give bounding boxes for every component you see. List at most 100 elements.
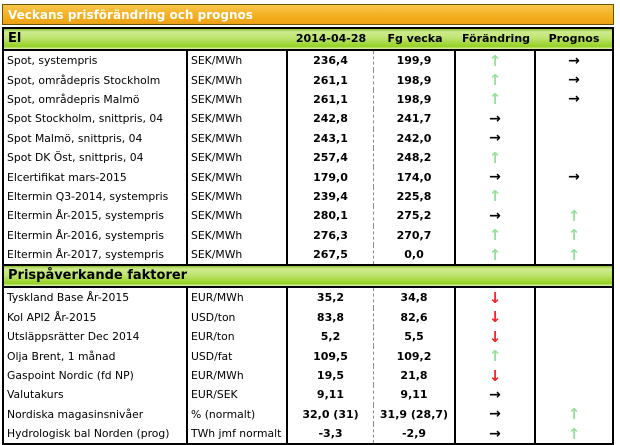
table-row: Spot, systempris SEK/MWh 236,4 199,9 ↑ → — [4, 51, 612, 71]
change-down-arrow-icon: ↓ — [456, 365, 536, 386]
row-current-value: 261,1 — [288, 70, 374, 90]
table-row: Nordiska magasinsnivåer% (normalt) 32,0 (… — [4, 404, 612, 425]
row-label: Kol API2 År-2015 — [4, 307, 188, 328]
change-up-arrow-icon: ↑ — [456, 244, 536, 265]
row-label: Spot, systempris — [4, 51, 188, 71]
row-prev-value: 5,5 — [374, 327, 456, 347]
row-unit: EUR/MWh — [188, 365, 288, 386]
row-unit: SEK/MWh — [188, 167, 288, 187]
forecast-right-arrow-icon: → — [568, 169, 580, 186]
change-up-arrow-icon: ↑ — [456, 70, 536, 90]
section-header: Prispåverkande faktorer — [4, 264, 612, 289]
row-prev-value: 174,0 — [374, 167, 456, 187]
table-row: Gaspoint Nordic (fd NP) EUR/MWh 19,5 21,8 ↓ — [4, 365, 612, 386]
report-title: Veckans prisförändring och prognos — [2, 4, 614, 25]
column-header-forecast: Prognos — [548, 32, 600, 45]
row-label: Spot DK Öst, snittpris, 04 — [4, 147, 188, 168]
column-header-change: Förändring — [461, 32, 531, 45]
table-row: Spot, områdepris Stockholm SEK/MWh 261,1 19… — [4, 70, 612, 90]
row-current-value: 280,1 — [288, 206, 374, 226]
row-label: Eltermin År-2016, systempris — [4, 225, 188, 245]
row-label: Spot, områdepris Malmö — [4, 89, 188, 110]
row-current-value: 242,8 — [288, 109, 374, 129]
table-row: Spot, områdepris Malmö SEK/MWh 261,1 198,9 ↑… — [4, 89, 612, 110]
row-label: Olja Brent, 1 månad — [4, 346, 188, 366]
row-label: Spot Stockholm, snittpris, 04 — [4, 109, 188, 129]
table-row: Tyskland Base År-2015 EUR/MWh 35,2 34,8 ↓ — [4, 288, 612, 308]
row-current-value: 239,4 — [288, 186, 374, 207]
forecast-none-arrow-icon — [536, 129, 612, 148]
section-rows: Tyskland Base År-2015 EUR/MWh 35,2 34,8 ↓ Kol… — [4, 288, 612, 444]
forecast-right-arrow-icon: → — [568, 72, 580, 89]
row-unit: SEK/MWh — [188, 147, 288, 168]
row-unit: EUR/SEK — [188, 385, 288, 405]
row-current-value: 243,1 — [288, 128, 374, 148]
table-row: Kol API2 År-2015 USD/ton 83,8 82,6 ↓ — [4, 307, 612, 328]
row-prev-value: 198,9 — [374, 89, 456, 110]
row-prev-value: 241,7 — [374, 109, 456, 129]
section-title: Prispåverkande faktorer — [8, 268, 188, 284]
row-unit: SEK/MWh — [188, 206, 288, 226]
row-current-value: -3,3 — [288, 424, 374, 444]
row-label: Eltermin År-2017, systempris — [4, 244, 188, 265]
forecast-right-arrow-icon: → — [568, 52, 580, 69]
table-row: Spot Malmö, snittpris, 04 SEK/MWh 243,1 242… — [4, 128, 612, 148]
table-row: Spot DK Öst, snittpris, 04 SEK/MWh 257,4 24… — [4, 147, 612, 168]
row-current-value: 179,0 — [288, 167, 374, 187]
row-unit: SEK/MWh — [188, 89, 288, 110]
forecast-up-arrow-icon: ↑ — [567, 405, 581, 424]
change-right-arrow-icon: → — [456, 385, 536, 405]
row-prev-value: 82,6 — [374, 307, 456, 328]
forecast-none-arrow-icon — [536, 109, 612, 128]
change-down-arrow-icon: ↓ — [456, 327, 536, 347]
row-label: Spot Malmö, snittpris, 04 — [4, 128, 188, 148]
row-unit: SEK/MWh — [188, 128, 288, 148]
change-right-arrow-icon: → — [456, 424, 536, 444]
change-up-arrow-icon: ↑ — [456, 147, 536, 168]
row-prev-value: 275,2 — [374, 206, 456, 226]
row-current-value: 5,2 — [288, 327, 374, 347]
change-up-arrow-icon: ↑ — [456, 51, 536, 71]
table-row: Olja Brent, 1 månad USD/fat 109,5 109,2 ↑ — [4, 346, 612, 366]
row-label: Elcertifikat mars-2015 — [4, 167, 188, 187]
row-unit: SEK/MWh — [188, 70, 288, 90]
forecast-none-arrow-icon — [536, 327, 612, 346]
row-current-value: 32,0 (31) — [288, 404, 374, 425]
row-prev-value: 199,9 — [374, 51, 456, 71]
forecast-none-arrow-icon — [536, 385, 612, 404]
forecast-up-arrow-icon: ↑ — [567, 424, 581, 443]
row-prev-value: 225,8 — [374, 186, 456, 207]
section-header: El 2014-04-28 Fg vecka Förändring Prognos — [4, 29, 612, 51]
table-row: Valutakurs EUR/SEK 9,11 9,11 → — [4, 385, 612, 405]
row-current-value: 276,3 — [288, 225, 374, 245]
row-prev-value: 242,0 — [374, 128, 456, 148]
change-right-arrow-icon: → — [456, 167, 536, 187]
forecast-none-arrow-icon — [536, 366, 612, 385]
row-unit: SEK/MWh — [188, 186, 288, 207]
table-row: Eltermin År-2017, systempris SEK/MWh 267,5… — [4, 244, 612, 265]
section-rows: Spot, systempris SEK/MWh 236,4 199,9 ↑ → Spot,… — [4, 51, 612, 265]
column-header-prev: Fg vecka — [387, 32, 443, 45]
change-down-arrow-icon: ↓ — [456, 307, 536, 328]
row-label: Gaspoint Nordic (fd NP) — [4, 365, 188, 386]
row-label: Hydrologisk bal Norden (prog) — [4, 424, 188, 444]
row-unit: TWh jmf normalt — [188, 424, 288, 444]
change-up-arrow-icon: ↑ — [456, 186, 536, 207]
change-up-arrow-icon: ↑ — [456, 225, 536, 245]
row-unit: EUR/MWh — [188, 288, 288, 308]
forecast-none-arrow-icon — [536, 148, 612, 167]
row-label: Tyskland Base År-2015 — [4, 288, 188, 308]
change-right-arrow-icon: → — [456, 404, 536, 425]
change-right-arrow-icon: → — [456, 128, 536, 148]
row-unit: SEK/MWh — [188, 244, 288, 265]
row-current-value: 267,5 — [288, 244, 374, 265]
row-current-value: 9,11 — [288, 385, 374, 405]
column-header-date: 2014-04-28 — [295, 32, 367, 45]
change-down-arrow-icon: ↓ — [456, 288, 536, 308]
weekly-price-report: Veckans prisförändring och prognos El 201… — [2, 4, 614, 445]
table-row: Hydrologisk bal Norden (prog) TWh jmf nor… — [4, 424, 612, 444]
change-up-arrow-icon: ↑ — [456, 346, 536, 366]
row-prev-value: 9,11 — [374, 385, 456, 405]
price-table: El 2014-04-28 Fg vecka Förändring Prognos Spo… — [2, 27, 614, 445]
table-row: Spot Stockholm, snittpris, 04 SEK/MWh 242,… — [4, 109, 612, 129]
